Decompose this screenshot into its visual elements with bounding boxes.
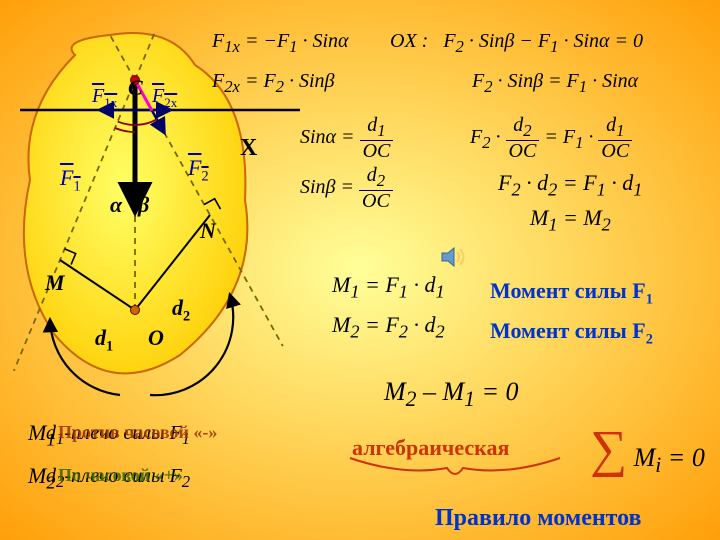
label-d2: d2 [172, 295, 190, 325]
angle-beta-label: β [138, 192, 149, 218]
label-M: M [45, 270, 65, 296]
moment-def-1: M2 = F2 · d2 [332, 312, 445, 342]
label-d1: d1 [95, 325, 113, 355]
label-F2x: F2x [152, 85, 177, 111]
formula-frac-0: Sinα = d1OC [300, 115, 393, 162]
moment-label-0: Момент силы F1 [490, 278, 653, 308]
moment-def-0: M1 = F1 · d1 [332, 272, 445, 302]
formula-mid-1: M1 = M2 [530, 205, 611, 235]
moment-label-1: Момент силы F2 [490, 318, 653, 348]
moment-equation: M2 – M1 = 0 [384, 377, 519, 412]
algebraic-label: алгебраическая [352, 435, 509, 461]
label-O: O [148, 325, 164, 351]
label-F1x: F1x [92, 85, 117, 111]
stage: X α β C F1x F2x F1 F2 M N Od1 d2 F1x = −F1 · Sin… [0, 0, 720, 540]
formula-top-0: F1x = −F1 · Sinα [212, 30, 349, 57]
formula-right-fraction: F2 · d2OC = F1 · d1OC [470, 115, 632, 162]
speaker-icon[interactable] [440, 245, 468, 274]
sigma-formula: ∑ Mi = 0 [590, 420, 705, 479]
label-N: N [200, 218, 216, 244]
x-axis-label: X [240, 135, 257, 162]
formula-top-2: OX : F2 · Sinβ − F1 · Sinα = 0 [390, 30, 643, 57]
rule-of-moments-label: Правило моментов [435, 505, 642, 532]
label-C: C [128, 75, 143, 101]
label-F1: F1 [60, 165, 81, 195]
formula-mid-0: F2 · d2 = F1 · d1 [498, 170, 642, 200]
formula-frac-1: Sinβ = d2OC [300, 165, 393, 212]
angle-alpha-label: α [110, 192, 122, 218]
formula-top-3: F2 · Sinβ = F1 · Sinα [472, 70, 638, 97]
label-F2: F2 [188, 155, 209, 185]
formula-top-1: F2x = F2 · Sinβ [212, 70, 335, 97]
